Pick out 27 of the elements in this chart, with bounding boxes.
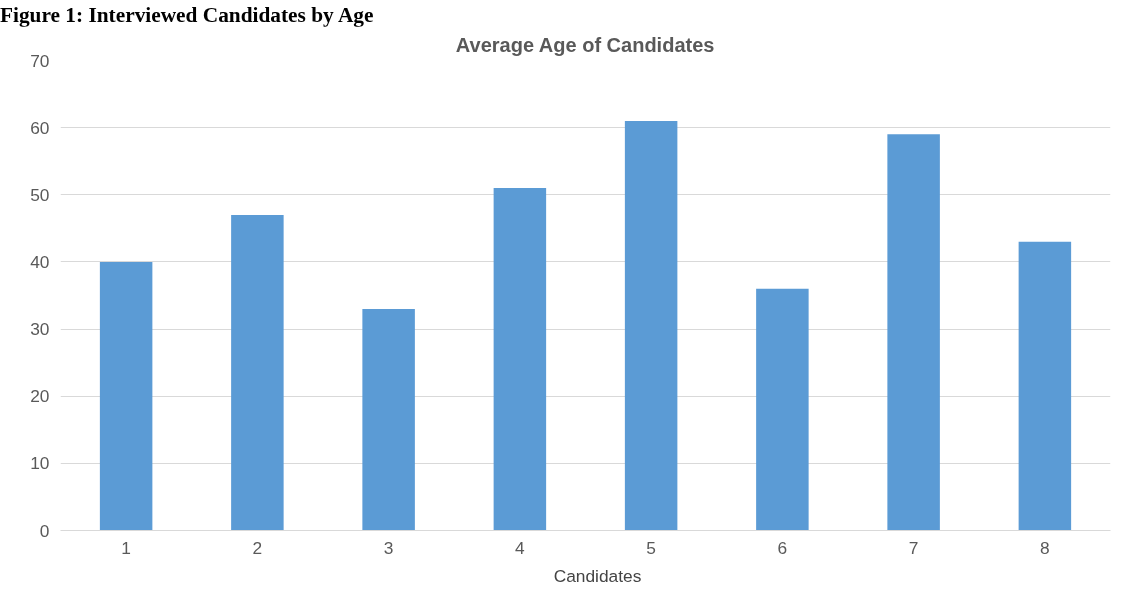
- y-tick-label: 10: [30, 453, 50, 474]
- x-tick-label: 1: [121, 537, 131, 558]
- x-tick-label: 4: [515, 537, 526, 558]
- bar: [624, 120, 678, 531]
- chart-title: Average Age of Candidates: [455, 33, 715, 56]
- bar: [99, 261, 153, 531]
- y-tick-label: 20: [30, 386, 50, 407]
- y-tick-label: 70: [30, 50, 50, 71]
- x-tick-label: 8: [1040, 537, 1050, 558]
- x-tick-label: 3: [383, 537, 394, 558]
- x-tick-label: 7: [908, 537, 919, 558]
- bar: [493, 188, 547, 531]
- bar: [887, 134, 940, 531]
- bar: [756, 288, 809, 531]
- bar: [362, 308, 415, 531]
- bar: [231, 214, 284, 531]
- text: Candidates: [553, 565, 642, 587]
- x-tick-label: 6: [777, 537, 788, 558]
- caption: Figure 1: Interviewed Candidates by Age: [0, 2, 374, 29]
- y-tick-label: 30: [30, 319, 50, 340]
- y-tick-label: 40: [30, 251, 50, 272]
- y-tick-label: 0: [39, 520, 50, 541]
- y-tick-label: 50: [30, 184, 50, 205]
- bar: [1018, 241, 1072, 531]
- x-tick-label: 5: [646, 537, 656, 558]
- y-tick-label: 60: [30, 117, 50, 138]
- x-tick-label: 2: [252, 537, 263, 558]
